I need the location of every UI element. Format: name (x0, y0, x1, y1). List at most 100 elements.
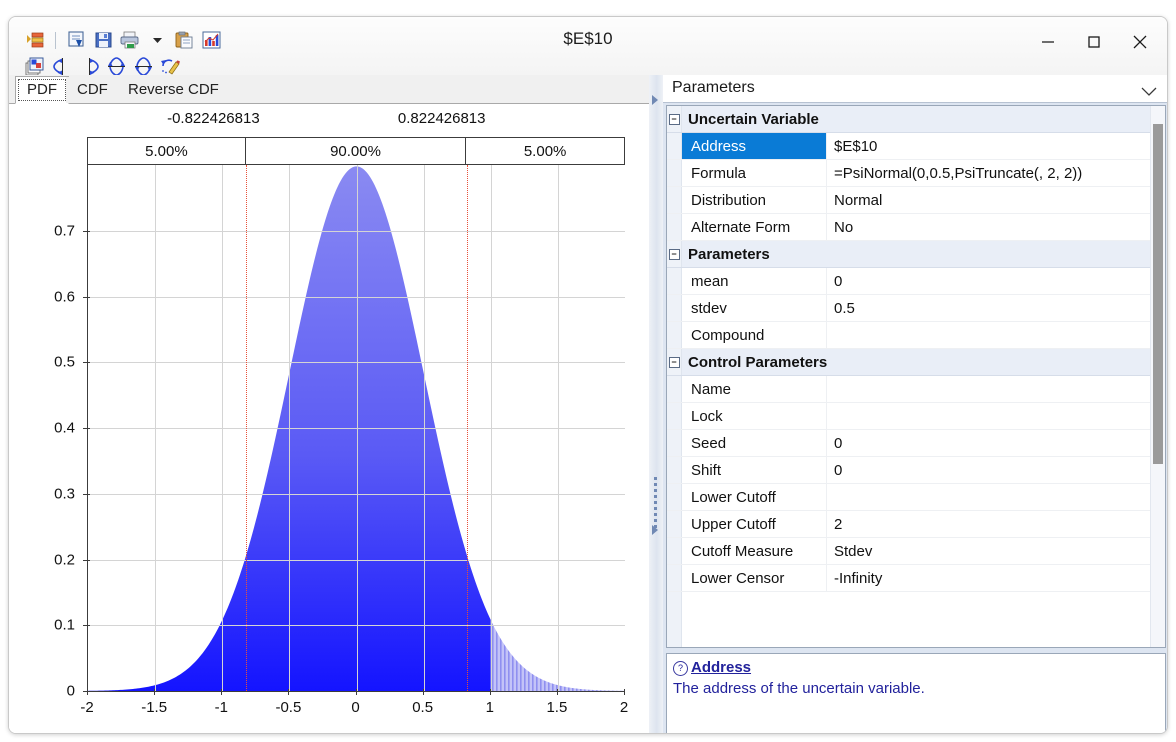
parameter-value[interactable]: 0 (826, 457, 1151, 483)
flip-horizontal-left-icon[interactable] (50, 55, 74, 77)
parameter-row[interactable]: Distribution Normal (667, 187, 1151, 214)
parameter-value[interactable] (826, 403, 1151, 429)
x-axis-tick-mark (624, 689, 625, 695)
parameter-value[interactable]: 2 (826, 511, 1151, 537)
percentile-label-left: -0.822426813 (167, 110, 260, 127)
parameter-name: Control Parameters (688, 353, 828, 371)
y-axis-tick-label: 0.3 (54, 485, 75, 503)
parameter-group-row[interactable]: − Uncertain Variable (667, 106, 1151, 133)
parameter-name: Cutoff Measure (691, 542, 794, 560)
parameter-group-row[interactable]: − Control Parameters (667, 349, 1151, 376)
tab-cdf[interactable]: CDF (66, 77, 119, 103)
collapse-group-icon[interactable]: − (667, 349, 682, 375)
y-axis-tick-mark (83, 362, 90, 364)
parameter-value[interactable] (826, 322, 1151, 348)
print-dropdown-icon[interactable] (145, 29, 169, 51)
minimize-icon[interactable] (1025, 23, 1071, 61)
x-axis-tick-label: -2 (80, 699, 94, 716)
splitter-arrow-bottom-icon[interactable] (652, 525, 658, 535)
undo-edit-icon[interactable] (158, 55, 182, 77)
plot-area (87, 165, 625, 692)
save-icon[interactable] (91, 29, 115, 51)
parameter-value[interactable]: No (826, 214, 1151, 240)
parameter-value[interactable]: -Infinity (826, 565, 1151, 591)
parameter-name: Name (691, 380, 732, 398)
parameters-header[interactable]: Parameters (663, 75, 1167, 103)
scrollbar-thumb[interactable] (1153, 124, 1163, 464)
collapse-group-icon[interactable]: − (667, 106, 682, 132)
y-axis-tick-mark (83, 691, 90, 692)
x-axis-tick-mark (221, 689, 223, 695)
parameter-row[interactable]: Formula =PsiNormal(0,0.5,PsiTruncate(, 2,… (667, 160, 1151, 187)
paste-icon[interactable] (172, 29, 196, 51)
parameter-value[interactable]: Stdev (826, 538, 1151, 564)
print-icon[interactable] (118, 29, 142, 51)
close-icon[interactable] (1117, 23, 1163, 61)
maximize-icon[interactable] (1071, 23, 1117, 61)
toolbar-row-2 (15, 53, 223, 79)
gridline-horizontal (88, 493, 625, 495)
parameters-scrollbar[interactable] (1150, 106, 1165, 647)
distribution-chart: -0.822426813 0.822426813 5.00% 90.00% 5.00… (9, 104, 649, 733)
parameter-row[interactable]: Lower Cutoff (667, 484, 1151, 511)
parameter-row[interactable]: Compound (667, 322, 1151, 349)
chevron-down-icon[interactable] (1141, 84, 1157, 102)
parameter-value[interactable]: 0 (826, 430, 1151, 456)
toolbar (9, 25, 229, 85)
percentile-label-right: 0.822426813 (397, 110, 486, 127)
parameter-row[interactable]: Alternate Form No (667, 214, 1151, 241)
flip-horizontal-right-icon[interactable] (77, 55, 101, 77)
parameter-row[interactable]: mean 0 (667, 268, 1151, 295)
row-gutter (667, 565, 682, 591)
splitter-arrow-top-icon[interactable] (652, 95, 658, 105)
pane-splitter[interactable] (649, 75, 663, 733)
parameter-value[interactable]: =PsiNormal(0,0.5,PsiTruncate(, 2, 2)) (826, 160, 1151, 186)
row-gutter (667, 160, 682, 186)
percentile-band: 5.00% (523, 142, 567, 160)
parameter-value[interactable] (826, 376, 1151, 402)
y-axis-tick-label: 0.7 (54, 222, 75, 240)
row-gutter (667, 511, 682, 537)
parameter-row[interactable]: Seed 0 (667, 430, 1151, 457)
tab-reverse-cdf[interactable]: Reverse CDF (117, 77, 230, 103)
parameter-value[interactable]: 0.5 (826, 295, 1151, 321)
y-axis-tick-label: 0.5 (54, 353, 75, 371)
parameter-row[interactable]: Cutoff Measure Stdev (667, 538, 1151, 565)
parameter-row[interactable]: Upper Cutoff 2 (667, 511, 1151, 538)
parameter-row[interactable]: Lock (667, 403, 1151, 430)
parameter-row[interactable]: stdev 0.5 (667, 295, 1151, 322)
collapse-group-icon[interactable]: − (667, 241, 682, 267)
x-axis-tick-mark (355, 689, 357, 695)
toolbar-row-1 (15, 27, 223, 53)
y-axis-tick-mark (83, 230, 90, 232)
parameter-name: mean (691, 272, 729, 290)
parameter-value[interactable]: $E$10 (826, 133, 1151, 159)
row-gutter (667, 403, 682, 429)
flip-vertical-up-icon[interactable] (104, 55, 128, 77)
row-gutter (667, 133, 682, 159)
chart-icon[interactable] (199, 29, 223, 51)
row-gutter (667, 376, 682, 402)
parameter-row[interactable]: Lower Censor -Infinity (667, 565, 1151, 592)
chart-tab-strip: PDF CDF Reverse CDF (9, 75, 649, 104)
parameter-value[interactable] (826, 484, 1151, 510)
parameter-value[interactable]: 0 (826, 268, 1151, 294)
parameter-name: Alternate Form (691, 218, 791, 236)
parameter-row[interactable]: Name (667, 376, 1151, 403)
parameter-name: Parameters (688, 245, 770, 263)
flip-vertical-down-icon[interactable] (131, 55, 155, 77)
tab-pdf[interactable]: PDF (15, 76, 69, 104)
parameter-name: Lock (691, 407, 723, 425)
parameter-row[interactable]: Address $E$10 (667, 133, 1151, 160)
x-axis-tick-mark (556, 689, 558, 695)
percentile-band: 90.00% (246, 138, 467, 164)
x-axis-tick-mark (87, 689, 88, 695)
expand-panel-icon[interactable] (23, 29, 47, 51)
parameter-row[interactable]: Shift 0 (667, 457, 1151, 484)
import-icon[interactable] (64, 29, 88, 51)
parameter-group-row[interactable]: − Parameters (667, 241, 1151, 268)
x-axis-tick-label: -0.5 (275, 699, 302, 716)
copy-layers-icon[interactable] (23, 55, 47, 77)
x-axis-tick-label: 1 (485, 699, 494, 716)
parameter-value[interactable]: Normal (826, 187, 1151, 213)
